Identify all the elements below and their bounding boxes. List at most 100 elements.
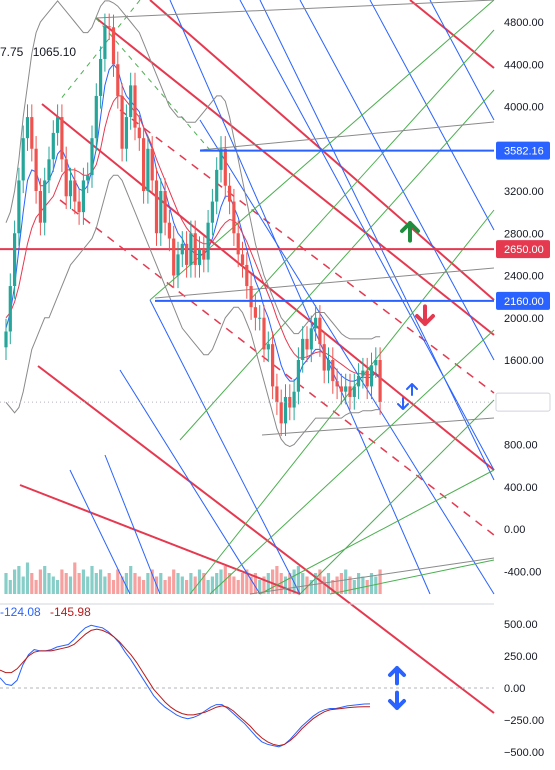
candle-body (86, 175, 90, 181)
volume-bar (279, 573, 283, 594)
candle-body (271, 344, 275, 387)
band-lower (5, 174, 381, 448)
price-label-box (495, 392, 551, 412)
volume-bar (185, 580, 189, 594)
price-label-box (496, 240, 550, 259)
blue-fan-line (69, 469, 131, 595)
oscillator-header: -124.08 -145.98 (0, 605, 91, 619)
candle-body (197, 249, 202, 265)
volume-bar (146, 573, 150, 594)
volume-bar (215, 573, 219, 594)
volume-bar (25, 562, 30, 594)
osc-tick-label: 0.00 (504, 683, 525, 695)
gray-trend-line (199, 121, 495, 151)
price-tick-label: 4400.00 (504, 59, 544, 71)
volume-bar (30, 573, 34, 594)
osc-tick-label: 500.00 (504, 619, 538, 631)
volume-bar (43, 566, 47, 594)
volume-bar (374, 576, 378, 594)
candle-body (361, 370, 365, 376)
band-upper (5, 0, 381, 340)
volume-bar (116, 569, 120, 594)
volume-bar (51, 576, 55, 594)
candle-body (202, 249, 206, 260)
volume-bar (245, 569, 249, 594)
candlesticks (4, 13, 382, 437)
volume-bar (137, 576, 141, 594)
candle-body (38, 191, 42, 223)
price-tick-label: 2400.00 (504, 271, 544, 283)
volume-bar (38, 569, 42, 594)
candle-body (185, 243, 189, 265)
candle-body (167, 222, 171, 239)
volume-bar (142, 580, 146, 594)
volume-bar (288, 573, 292, 594)
volume-bar (129, 566, 133, 594)
gray-trend-line (95, 0, 495, 19)
red-dashed-line (119, 109, 495, 394)
blue-fan-line (239, 0, 495, 471)
candle-body (180, 243, 184, 255)
blue-fan-line (119, 369, 261, 595)
volume-bar (206, 580, 210, 594)
volume-bar (120, 576, 124, 594)
blue-fan-line (199, 119, 495, 595)
price-label-text: 1201.10 (504, 397, 544, 409)
price-tick-label: 400.00 (504, 482, 538, 494)
candle-body (172, 238, 176, 276)
volume-bar (99, 569, 103, 594)
candle-body (292, 391, 296, 408)
volume-bar (309, 580, 313, 594)
osc-tick-label: −500.00 (504, 747, 544, 759)
candle-body (51, 132, 55, 160)
volume-bar (21, 576, 25, 594)
candle-body (296, 360, 300, 392)
candle-body (68, 180, 73, 197)
candle-body (283, 396, 288, 424)
gray-trend-line (249, 557, 495, 595)
osc-tick-label: 250.00 (504, 651, 538, 663)
candle-body (210, 201, 214, 223)
blue-fan-line (149, 299, 301, 595)
volume-bar (94, 573, 98, 594)
candle-body (133, 85, 137, 128)
osc-tick-label: −250.00 (504, 715, 544, 727)
volume-bar (34, 580, 38, 594)
candle-body (262, 317, 266, 350)
candle-body (60, 117, 64, 160)
candle-body (219, 148, 223, 170)
volume-bar (68, 576, 73, 594)
moving-average-line (5, 63, 381, 382)
price-tick-label: 3200.00 (504, 186, 544, 198)
candle-body (305, 338, 309, 350)
candle-body (129, 85, 133, 118)
green-fan-line (209, 329, 495, 595)
candle-body (335, 381, 339, 387)
volume-bar (365, 580, 369, 594)
candle-body (30, 117, 34, 149)
volume-bar (296, 566, 300, 594)
candle-body (275, 386, 279, 403)
candle-body (301, 338, 305, 360)
volume-bar (56, 580, 60, 594)
candle-body (21, 138, 25, 181)
candle-body (258, 317, 262, 319)
blue-fan-line (104, 454, 161, 595)
volume-bar (335, 576, 339, 594)
green-up-arrow (400, 221, 420, 243)
candle-body (193, 233, 197, 265)
ohlc-header: 7.75 1065.10 (0, 45, 76, 59)
moving-averages (5, 63, 381, 382)
volume-bar (219, 569, 223, 594)
volume-bar (90, 566, 94, 594)
volume-bar (150, 569, 154, 594)
volume-bar (159, 573, 163, 594)
candle-body (8, 286, 12, 332)
volume-bar (202, 573, 206, 594)
volume-bar (236, 580, 240, 594)
volume-bar (172, 569, 176, 594)
volume-bar (86, 576, 90, 594)
candle-body (103, 26, 107, 59)
candle-body (249, 286, 253, 308)
